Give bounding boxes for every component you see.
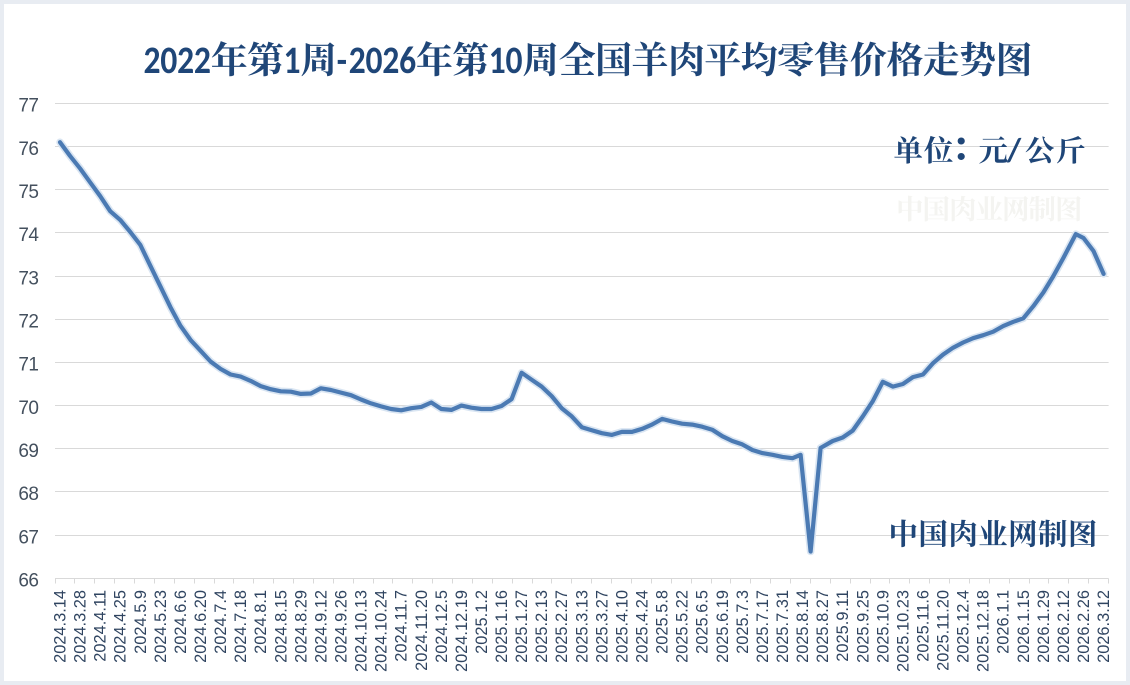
svg-text:71: 71 [18,355,38,376]
svg-text:2025.9.25: 2025.9.25 [854,590,872,663]
svg-text:2025.6.5: 2025.6.5 [694,590,712,654]
svg-text:2024.6.6: 2024.6.6 [172,590,190,654]
svg-text:2025.1.27: 2025.1.27 [513,590,531,663]
svg-text:67: 67 [18,527,38,548]
svg-text:2024.4.11: 2024.4.11 [92,590,110,662]
svg-text:2025.12.18: 2025.12.18 [975,590,993,672]
svg-text:2024.6.20: 2024.6.20 [192,590,210,663]
svg-text:73: 73 [18,268,38,289]
svg-text:2024.8.1: 2024.8.1 [252,590,270,654]
svg-text:2025.8.27: 2025.8.27 [814,590,832,663]
svg-text:2025.5.8: 2025.5.8 [654,590,672,654]
svg-text:2026.1.1: 2026.1.1 [995,590,1013,654]
svg-text:70: 70 [18,398,38,419]
svg-text:2025.3.13: 2025.3.13 [573,590,591,663]
svg-text:2024.7.4: 2024.7.4 [212,590,230,654]
svg-text:2025.7.17: 2025.7.17 [754,590,772,663]
svg-text:2024.12.19: 2024.12.19 [453,590,471,672]
svg-text:2025.9.11: 2025.9.11 [834,590,852,662]
svg-text:2024.5.9: 2024.5.9 [132,590,150,654]
svg-text:2024.12.5: 2024.12.5 [433,590,451,663]
svg-text:2025.3.27: 2025.3.27 [593,590,611,663]
svg-text:2025.10.9: 2025.10.9 [874,590,892,663]
svg-text:2026.3.12: 2026.3.12 [1095,590,1113,663]
svg-text:2025.4.24: 2025.4.24 [634,590,652,663]
svg-text:2025.6.19: 2025.6.19 [714,590,732,663]
svg-text:68: 68 [18,484,38,505]
svg-text:74: 74 [18,225,39,246]
svg-text:2024.10.24: 2024.10.24 [373,590,391,672]
svg-text:2025.4.10: 2025.4.10 [613,590,631,663]
svg-text:2024.8.29: 2024.8.29 [292,590,310,663]
svg-text:2025.11.6: 2025.11.6 [915,590,933,662]
svg-text:2026.2.12: 2026.2.12 [1055,590,1073,663]
svg-text:76: 76 [18,139,38,160]
svg-text:2026.1.15: 2026.1.15 [1015,590,1033,663]
svg-text:72: 72 [18,312,38,333]
svg-text:2024.11.20: 2024.11.20 [413,590,431,671]
svg-text:2024.4.25: 2024.4.25 [112,590,130,663]
svg-text:2025.7.31: 2025.7.31 [774,590,792,663]
svg-text:2025.5.22: 2025.5.22 [674,590,692,663]
svg-text:2024.9.12: 2024.9.12 [312,590,330,663]
svg-text:2024.5.23: 2024.5.23 [152,590,170,663]
svg-text:2025.11.20: 2025.11.20 [935,590,953,671]
svg-text:2024.7.18: 2024.7.18 [232,590,250,663]
svg-text:2024.8.15: 2024.8.15 [272,590,290,663]
svg-text:66: 66 [18,571,38,592]
svg-text:2025.7.3: 2025.7.3 [734,590,752,654]
svg-text:2024.10.13: 2024.10.13 [353,590,371,672]
svg-text:69: 69 [18,441,38,462]
svg-text:2025.10.23: 2025.10.23 [894,590,912,672]
svg-text:2024.9.26: 2024.9.26 [333,590,351,663]
svg-text:2024.3.28: 2024.3.28 [72,590,90,663]
svg-text:2024.3.14: 2024.3.14 [52,590,70,663]
svg-text:2025.8.14: 2025.8.14 [794,590,812,663]
svg-text:2025.12.4: 2025.12.4 [955,590,973,663]
svg-text:2026.1.29: 2026.1.29 [1035,590,1053,663]
svg-text:2026.2.26: 2026.2.26 [1075,590,1093,663]
svg-text:2025.2.13: 2025.2.13 [533,590,551,663]
svg-text:2024.11.7: 2024.11.7 [393,590,411,662]
svg-text:2025.2.27: 2025.2.27 [553,590,571,663]
svg-text:2025.1.16: 2025.1.16 [493,590,511,663]
svg-text:75: 75 [18,182,38,203]
svg-text:77: 77 [18,96,38,117]
svg-text:2025.1.2: 2025.1.2 [473,590,491,654]
